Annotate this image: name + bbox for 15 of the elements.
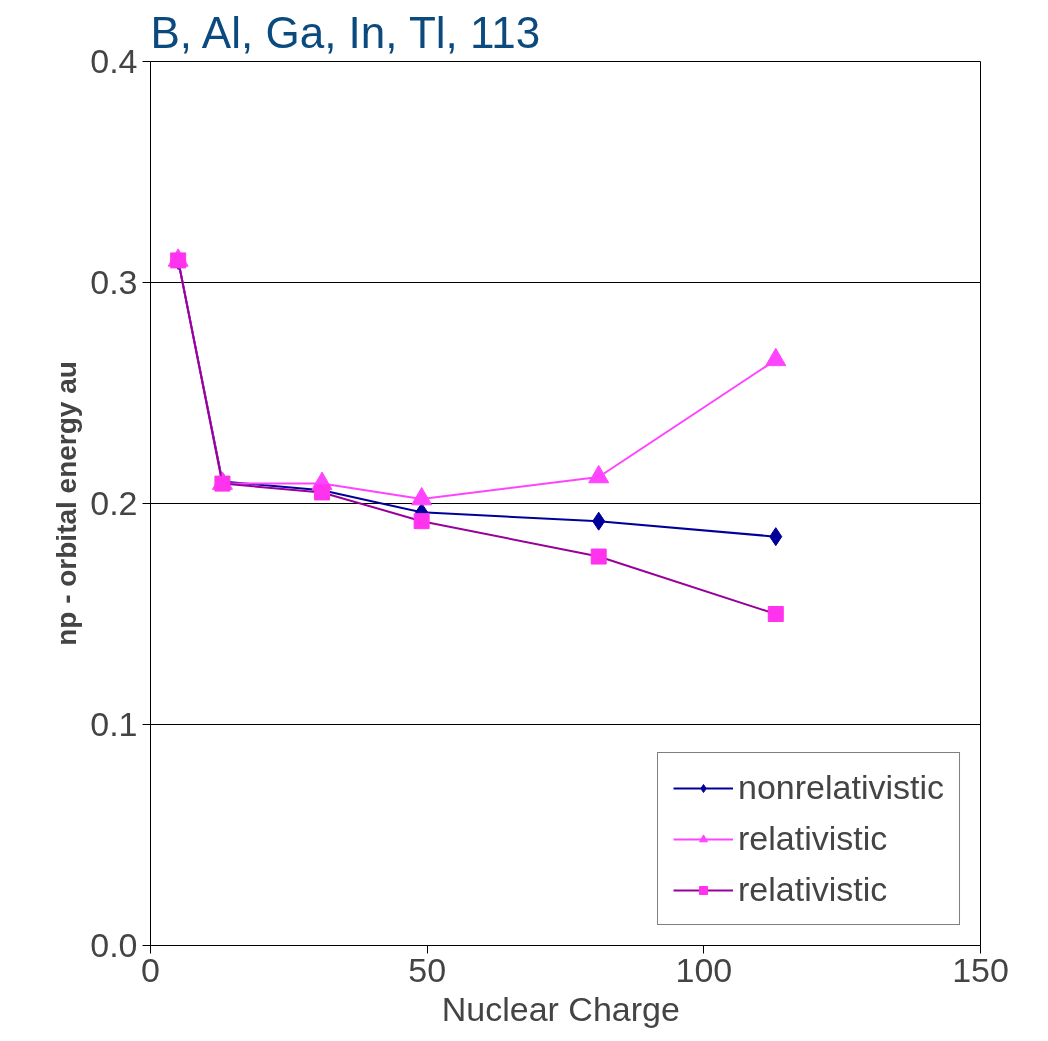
x-tick-label: 50 [408, 950, 447, 989]
y-axis-title: np - orbital energy au [51, 361, 83, 646]
y-tick-label: 0.4 [90, 42, 138, 80]
x-tick-label: 0 [141, 950, 160, 989]
legend-label: relativistic [738, 870, 888, 909]
x-tick-label: 100 [675, 950, 733, 989]
x-axis-title: Nuclear Charge [441, 989, 680, 1028]
y-tick-label: 0.2 [90, 484, 138, 522]
legend-label: relativistic [738, 819, 888, 858]
legend-label: nonrelativistic [738, 768, 944, 807]
y-tick-label: 0.1 [90, 705, 138, 743]
y-tick-label: 0.3 [90, 263, 138, 301]
y-tick-label: 0.0 [90, 926, 138, 964]
chart-title: B, Al, Ga, In, Tl, 113 [150, 7, 541, 57]
x-tick-label: 150 [952, 950, 1009, 989]
